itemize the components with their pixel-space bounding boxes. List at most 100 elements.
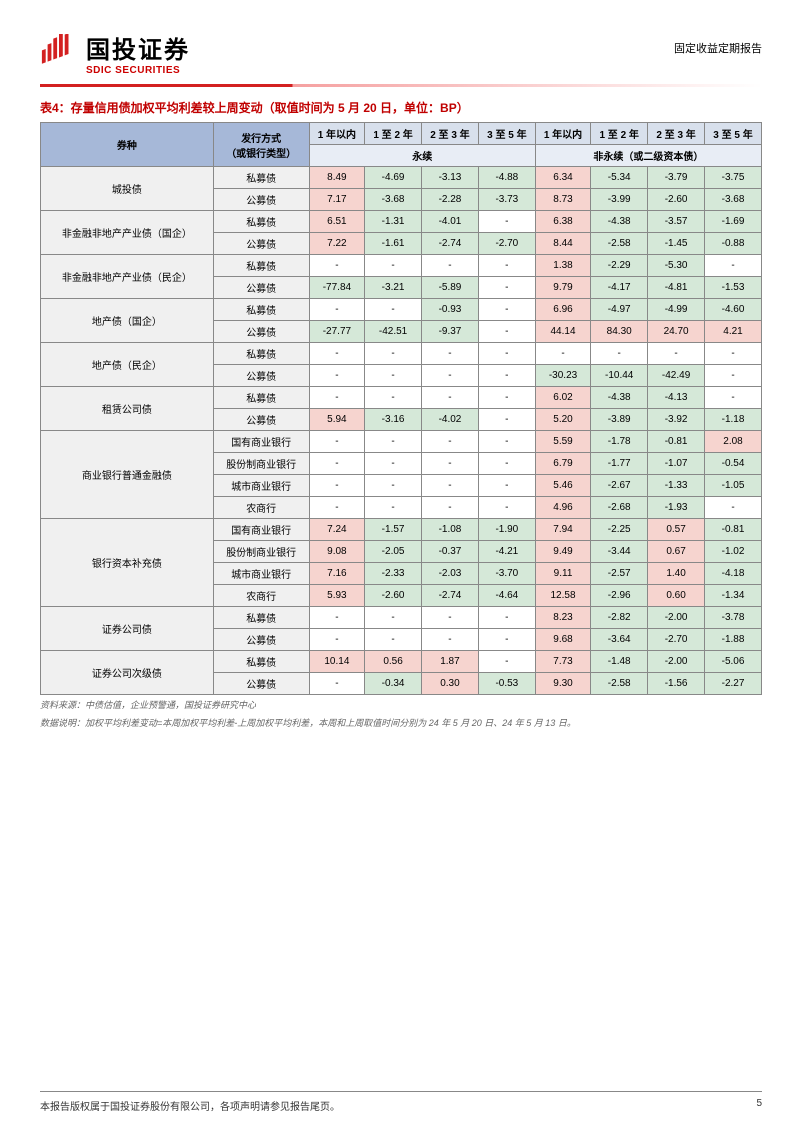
value-cell: -4.02 (422, 409, 479, 431)
value-cell: - (309, 299, 364, 321)
value-cell: 1.38 (535, 255, 590, 277)
value-cell: - (422, 453, 479, 475)
table-row: 证券公司次级债私募债10.140.561.87-7.73-1.48-2.00-5… (41, 651, 762, 673)
value-cell: -27.77 (309, 321, 364, 343)
value-cell: 0.30 (422, 673, 479, 695)
value-cell: - (309, 453, 364, 475)
value-cell: -0.81 (648, 431, 705, 453)
value-cell: 8.73 (535, 189, 590, 211)
value-cell: 5.20 (535, 409, 590, 431)
category-cell: 租赁公司债 (41, 387, 214, 431)
value-cell: -0.54 (705, 453, 762, 475)
category-cell: 证券公司次级债 (41, 651, 214, 695)
value-cell: -1.48 (591, 651, 648, 673)
value-cell: -4.81 (648, 277, 705, 299)
value-cell: 4.21 (705, 321, 762, 343)
value-cell: -3.68 (365, 189, 422, 211)
value-cell: 0.60 (648, 585, 705, 607)
value-cell: -3.73 (478, 189, 535, 211)
table-row: 商业银行普通金融债国有商业银行----5.59-1.78-0.812.08 (41, 431, 762, 453)
value-cell: -5.34 (591, 167, 648, 189)
value-cell: 6.51 (309, 211, 364, 233)
col-tenor-2b: 2 至 3 年 (648, 123, 705, 145)
value-cell: - (478, 629, 535, 651)
value-cell: - (365, 475, 422, 497)
value-cell: -4.99 (648, 299, 705, 321)
col-tenor-1a: 1 至 2 年 (365, 123, 422, 145)
value-cell: 0.56 (365, 651, 422, 673)
value-cell: -42.49 (648, 365, 705, 387)
value-cell: 9.11 (535, 563, 590, 585)
value-cell: -5.30 (648, 255, 705, 277)
value-cell: -3.78 (705, 607, 762, 629)
table-row: 地产债（国企）私募债---0.93-6.96-4.97-4.99-4.60 (41, 299, 762, 321)
value-cell: - (535, 343, 590, 365)
subtype-cell: 私募债 (213, 211, 309, 233)
subtype-cell: 公募债 (213, 189, 309, 211)
subtype-cell: 股份制商业银行 (213, 541, 309, 563)
value-cell: - (478, 453, 535, 475)
value-cell: -3.16 (365, 409, 422, 431)
value-cell: -0.88 (705, 233, 762, 255)
value-cell: 7.94 (535, 519, 590, 541)
value-cell: -3.99 (591, 189, 648, 211)
value-cell: -10.44 (591, 365, 648, 387)
value-cell: -3.89 (591, 409, 648, 431)
value-cell: 5.93 (309, 585, 364, 607)
value-cell: - (648, 343, 705, 365)
value-cell: - (309, 673, 364, 695)
subtype-cell: 城市商业银行 (213, 475, 309, 497)
value-cell: 4.96 (535, 497, 590, 519)
subtype-cell: 私募债 (213, 607, 309, 629)
footnote-explain: 数据说明：加权平均利差变动=本周加权平均利差-上周加权平均利差，本周和上周取值时… (40, 717, 762, 731)
col-group-nonperpetual: 非永续（或二级资本债） (535, 145, 761, 167)
value-cell: -4.97 (591, 299, 648, 321)
value-cell: -4.21 (478, 541, 535, 563)
value-cell: - (365, 255, 422, 277)
category-cell: 证券公司债 (41, 607, 214, 651)
value-cell: - (422, 475, 479, 497)
value-cell: -2.67 (591, 475, 648, 497)
value-cell: -4.88 (478, 167, 535, 189)
value-cell: -1.07 (648, 453, 705, 475)
col-tenor-3a: 3 至 5 年 (478, 123, 535, 145)
value-cell: - (478, 387, 535, 409)
category-cell: 非金融非地产产业债（国企） (41, 211, 214, 255)
value-cell: 9.08 (309, 541, 364, 563)
value-cell: -4.38 (591, 387, 648, 409)
table-row: 非金融非地产产业债（国企）私募债6.51-1.31-4.01-6.38-4.38… (41, 211, 762, 233)
value-cell: -0.53 (478, 673, 535, 695)
value-cell: -2.60 (648, 189, 705, 211)
value-cell: -0.34 (365, 673, 422, 695)
value-cell: - (365, 431, 422, 453)
value-cell: - (365, 343, 422, 365)
value-cell: -2.58 (591, 673, 648, 695)
value-cell: 7.16 (309, 563, 364, 585)
table-body: 城投债私募债8.49-4.69-3.13-4.886.34-5.34-3.79-… (41, 167, 762, 695)
value-cell: -1.02 (705, 541, 762, 563)
value-cell: - (478, 343, 535, 365)
value-cell: 7.73 (535, 651, 590, 673)
table-row: 地产债（民企）私募债-------- (41, 343, 762, 365)
value-cell: - (365, 299, 422, 321)
value-cell: -2.27 (705, 673, 762, 695)
value-cell: 7.22 (309, 233, 364, 255)
value-cell: -9.37 (422, 321, 479, 343)
value-cell: -1.33 (648, 475, 705, 497)
subtype-cell: 国有商业银行 (213, 519, 309, 541)
value-cell: - (309, 475, 364, 497)
value-cell: -4.18 (705, 563, 762, 585)
value-cell: 6.79 (535, 453, 590, 475)
col-category: 券种 (41, 123, 214, 167)
footnote-source: 资料来源：中债估值，企业预警通，国投证券研究中心 (40, 699, 762, 713)
value-cell: 5.46 (535, 475, 590, 497)
value-cell: -2.05 (365, 541, 422, 563)
value-cell: -2.96 (591, 585, 648, 607)
header-divider (40, 84, 762, 87)
col-issue-type: 发行方式 （或银行类型） (213, 123, 309, 167)
table-row: 租赁公司债私募债----6.02-4.38-4.13- (41, 387, 762, 409)
value-cell: -1.93 (648, 497, 705, 519)
value-cell: 9.79 (535, 277, 590, 299)
value-cell: - (705, 365, 762, 387)
category-cell: 非金融非地产产业债（民企） (41, 255, 214, 299)
